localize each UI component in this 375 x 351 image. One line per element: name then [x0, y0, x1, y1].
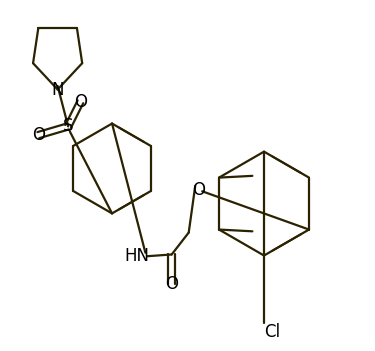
Text: Cl: Cl: [264, 323, 280, 341]
Text: O: O: [74, 93, 87, 111]
Text: S: S: [63, 117, 74, 135]
Text: O: O: [32, 126, 45, 144]
Text: O: O: [165, 275, 178, 293]
Text: N: N: [51, 80, 64, 99]
Text: HN: HN: [124, 247, 149, 265]
Text: O: O: [192, 180, 205, 199]
